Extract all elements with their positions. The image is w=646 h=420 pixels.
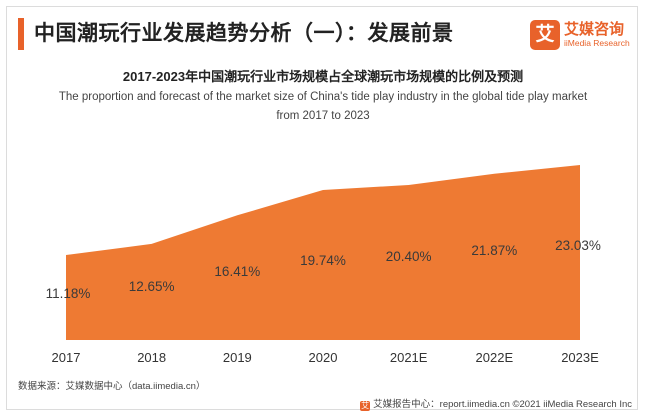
footer-credit: 艾艾媒报告中心：report.iimedia.cn ©2021 iiMedia … xyxy=(360,396,632,411)
area-series xyxy=(66,164,580,340)
logo-icon: 艾 xyxy=(530,20,560,50)
footer-text: 艾媒报告中心：report.iimedia.cn ©2021 iiMedia R… xyxy=(373,399,632,410)
x-tick-label: 2022E xyxy=(476,350,514,365)
data-label: 23.03% xyxy=(555,238,601,253)
data-label: 20.40% xyxy=(386,249,432,264)
logo-name-cn: 艾媒咨询 xyxy=(564,21,625,38)
brand-logo: 艾 艾媒咨询 iiMedia Research xyxy=(530,18,640,54)
x-tick-label: 2019 xyxy=(223,350,252,365)
logo-name-en: iiMedia Research xyxy=(564,38,630,48)
title-accent-bar xyxy=(18,18,24,50)
x-tick-label: 2020 xyxy=(309,350,338,365)
page-title: 中国潮玩行业发展趋势分析（一）：发展前景 xyxy=(34,22,454,45)
data-label: 21.87% xyxy=(471,243,517,258)
x-tick-label: 2017 xyxy=(52,350,81,365)
data-label: 19.74% xyxy=(300,253,346,268)
data-label: 12.65% xyxy=(129,279,175,294)
data-label: 11.18% xyxy=(46,286,91,301)
chart-subtitle-line-2: from 2017 to 2023 xyxy=(276,110,370,122)
data-source-note: 数据来源：艾媒数据中心（data.iimedia.cn） xyxy=(18,381,206,392)
data-label: 16.41% xyxy=(214,264,260,279)
chart-subtitle-line-1: The proportion and forecast of the marke… xyxy=(58,91,588,103)
x-tick-label: 2018 xyxy=(137,350,166,365)
chart-title: 2017-2023年中国潮玩行业市场规模占全球潮玩市场规模的比例及预测 xyxy=(122,69,524,84)
footer-logo-icon: 艾 xyxy=(360,401,371,411)
x-tick-label: 2023E xyxy=(561,350,599,365)
x-tick-label: 2021E xyxy=(390,350,428,365)
